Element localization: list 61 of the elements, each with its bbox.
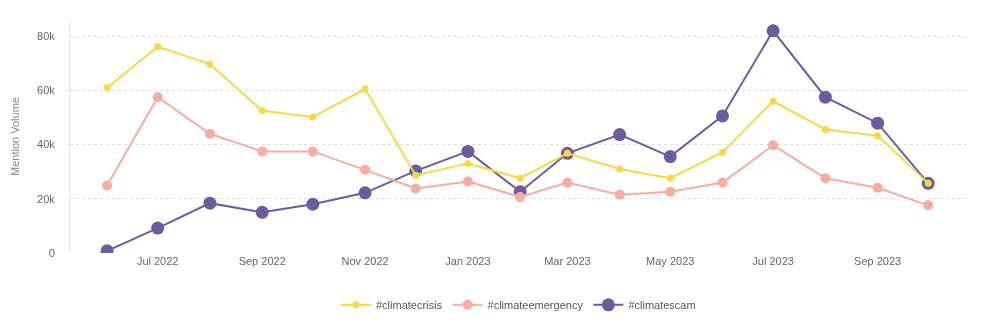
point xyxy=(203,196,217,210)
x-tick-label: Mar 2023 xyxy=(544,255,591,267)
point xyxy=(464,160,472,168)
x-tick-label: Sep 2023 xyxy=(854,255,902,267)
point xyxy=(103,84,111,92)
point xyxy=(616,165,624,173)
point xyxy=(666,174,674,182)
legend-label: #climatescam xyxy=(628,299,696,312)
point xyxy=(257,146,268,157)
point xyxy=(613,128,627,142)
point xyxy=(821,125,829,133)
legend-label: #climateemergency xyxy=(487,299,584,312)
point xyxy=(154,43,162,51)
x-tick-label: Jul 2023 xyxy=(752,255,794,267)
point xyxy=(461,144,475,158)
point xyxy=(717,177,728,188)
point xyxy=(515,191,526,202)
x-tick-label: Jan 2023 xyxy=(445,255,491,267)
point xyxy=(361,85,369,93)
point xyxy=(206,60,214,68)
point xyxy=(204,128,215,139)
point xyxy=(102,180,113,191)
point xyxy=(258,107,266,115)
legend-label: #climatecrisis xyxy=(376,299,443,312)
point xyxy=(871,116,885,130)
point xyxy=(663,150,677,164)
y-axis-title: Mention Volume xyxy=(8,97,21,176)
y-tick-label: 80k xyxy=(37,30,56,43)
x-tick-label: Sep 2022 xyxy=(238,255,286,267)
y-tick-label: 60k xyxy=(37,84,56,97)
point xyxy=(412,171,420,179)
y-tick-label: 20k xyxy=(37,192,56,205)
point xyxy=(923,200,934,211)
x-tick-label: May 2023 xyxy=(646,255,695,267)
point xyxy=(665,186,676,197)
point xyxy=(820,173,831,184)
y-tick-label: 40k xyxy=(37,138,56,151)
point xyxy=(358,186,372,200)
point xyxy=(716,109,730,123)
x-tick-label: Nov 2022 xyxy=(341,255,389,267)
point xyxy=(306,197,320,211)
point xyxy=(768,140,779,151)
point xyxy=(462,176,473,187)
point xyxy=(719,148,727,156)
point xyxy=(874,132,882,140)
point xyxy=(516,174,524,182)
point xyxy=(410,183,421,194)
y-tick-label: 0 xyxy=(48,246,55,259)
point xyxy=(307,146,318,157)
point xyxy=(562,177,573,188)
point xyxy=(766,24,780,38)
point xyxy=(309,113,317,121)
point xyxy=(872,182,883,193)
point xyxy=(360,164,371,175)
point xyxy=(151,221,165,235)
point xyxy=(614,189,625,200)
point xyxy=(255,205,269,219)
point xyxy=(818,90,832,104)
point xyxy=(152,92,163,103)
x-tick-label: Jul 2022 xyxy=(136,255,179,267)
point xyxy=(769,97,777,105)
